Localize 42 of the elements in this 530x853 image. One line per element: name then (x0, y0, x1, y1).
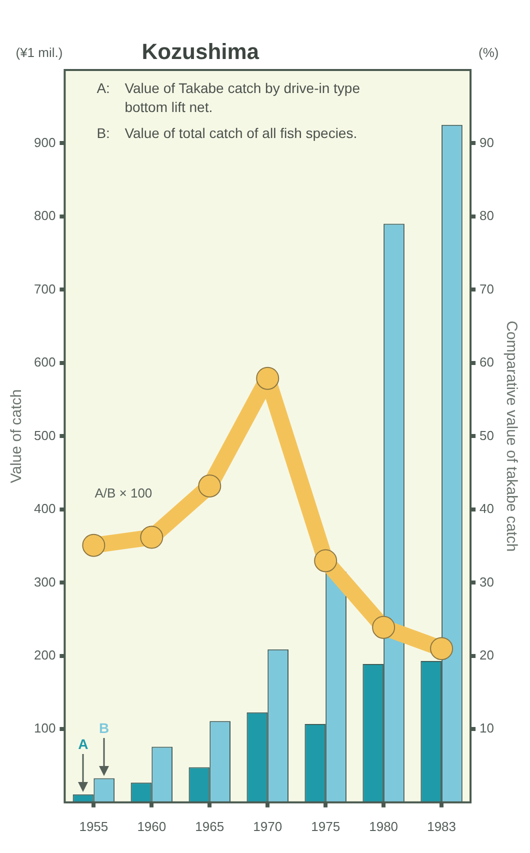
y2-tick-label: 70 (480, 281, 494, 296)
x-tick-label: 1955 (79, 818, 108, 834)
y-tick-label: 500 (34, 428, 56, 443)
point (372, 616, 396, 639)
x-tick-label: 1960 (137, 818, 166, 834)
annotation: A: Value of Takabe catch by drive-in type bottom lift net. (96, 80, 360, 115)
y-tick-label: 900 (34, 134, 56, 150)
x-tick-label: 1965 (195, 818, 224, 834)
text: A (78, 736, 88, 752)
y2-tick-label: 40 (480, 501, 494, 516)
point (430, 637, 454, 660)
x-tick-label: 1980 (369, 818, 398, 834)
point (314, 549, 338, 572)
y2-tick-label: 60 (480, 354, 494, 370)
y-tick-label: 100 (34, 720, 56, 736)
y-tick-label: 300 (34, 574, 56, 590)
y-tick-label: 600 (34, 354, 56, 370)
x-tick-label: 1970 (253, 818, 282, 834)
point (256, 366, 280, 390)
x-tick-label: 1983 (427, 818, 456, 834)
y-tick-label: 800 (34, 208, 56, 224)
point (82, 534, 106, 557)
y2-tick-label: 80 (480, 208, 494, 224)
point (140, 526, 164, 549)
y2-tick-label: 10 (480, 720, 494, 736)
annotation: B: Value of total catch of all fish species. (96, 124, 358, 141)
series-label: A/B × 100 (94, 485, 152, 500)
y-tick-label: 700 (34, 281, 56, 296)
y-tick-label: 400 (34, 501, 56, 516)
chart-title: Kozushima (142, 39, 260, 64)
y2-tick-label: 50 (480, 428, 494, 443)
y2-tick-label: 20 (480, 648, 494, 662)
text: (%) (478, 45, 499, 60)
y-axis-title: Value of catch (8, 389, 26, 484)
y2-tick-label: 90 (480, 134, 494, 150)
y2-tick-label: 30 (480, 574, 494, 590)
point (198, 474, 222, 498)
text: (¥1 mil.) (16, 45, 63, 60)
x-tick-label: 1975 (311, 818, 340, 834)
text: B (99, 720, 110, 736)
y2-axis-title: Comparative value of takabe catch (502, 320, 520, 552)
y-tick-label: 200 (34, 648, 56, 662)
